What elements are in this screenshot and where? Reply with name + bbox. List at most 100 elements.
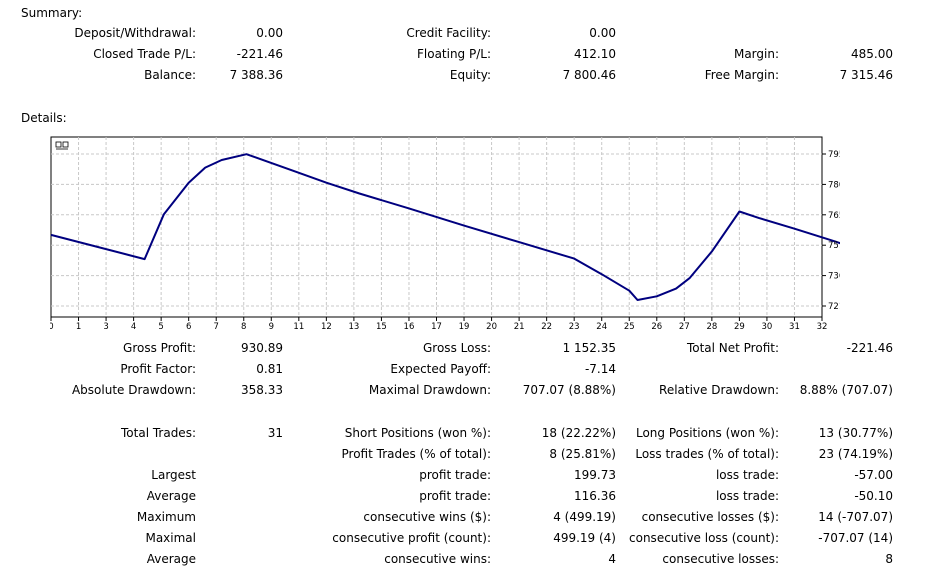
average-consecutive-wins-value: 4 <box>608 552 616 566</box>
maximal-loss-label: consecutive loss (count): <box>629 531 779 545</box>
x-tick-label: 30 <box>762 322 773 330</box>
average-loss-value: -50.10 <box>854 489 893 503</box>
free-margin-value: 7 315.46 <box>839 68 893 82</box>
x-tick-label: 5 <box>158 322 163 330</box>
maximum-wins-label: consecutive wins ($): <box>363 510 491 524</box>
balance-chart: 0 1 3 4 5 6 7 8 9 11 12 13 15 16 17 19 20 21 22 23 24 25 26 27 2… <box>50 136 840 330</box>
x-axis: 0 1 3 4 5 6 7 8 9 11 12 13 15 16 17 19 20 21 22 23 24 25 26 27 2… <box>50 317 827 330</box>
maximal-drawdown-value: 707.07 (8.88%) <box>522 383 616 397</box>
maximal-loss-value: -707.07 (14) <box>818 531 893 545</box>
largest-loss-value: -57.00 <box>854 468 893 482</box>
x-tick-label: 13 <box>348 322 359 330</box>
average-loss-label: loss trade: <box>715 489 779 503</box>
average-consecutive-losses-label: consecutive losses: <box>662 552 779 566</box>
maximal-label: Maximal <box>145 531 196 545</box>
balance-value: 7 388.36 <box>229 68 283 82</box>
equity-label: Equity: <box>449 68 491 82</box>
deposit-withdrawal-value: 0.00 <box>256 26 283 40</box>
x-tick-label: 3 <box>103 322 108 330</box>
gross-profit-label: Gross Profit: <box>123 341 196 355</box>
x-tick-label: 23 <box>569 322 580 330</box>
short-positions-label: Short Positions (won %): <box>344 426 491 440</box>
x-tick-label: 0 <box>50 322 54 330</box>
average-profit-label: profit trade: <box>419 489 491 503</box>
largest-label: Largest <box>151 468 196 482</box>
x-tick-label: 28 <box>706 322 717 330</box>
maximal-profit-value: 499.19 (4) <box>553 531 616 545</box>
x-tick-label: 15 <box>376 322 387 330</box>
x-tick-label: 11 <box>293 322 304 330</box>
x-tick-label: 22 <box>541 322 552 330</box>
x-tick-label: 16 <box>404 322 415 330</box>
x-tick-label: 20 <box>486 322 497 330</box>
y-tick-label: 7657 <box>828 211 840 221</box>
largest-profit-label: profit trade: <box>419 468 491 482</box>
total-net-profit-value: -221.46 <box>846 341 893 355</box>
relative-drawdown-label: Relative Drawdown: <box>659 383 779 397</box>
x-tick-label: 29 <box>734 322 745 330</box>
floating-pl-label: Floating P/L: <box>416 47 491 61</box>
closed-trade-pl-value: -221.46 <box>236 47 283 61</box>
largest-profit-value: 199.73 <box>574 468 616 482</box>
x-tick-label: 6 <box>186 322 191 330</box>
y-axis: 7951 7804 7657 7510 7363 7216 <box>822 150 840 312</box>
summary-heading: Summary: <box>21 6 83 20</box>
margin-value: 485.00 <box>851 47 893 61</box>
x-tick-label: 17 <box>431 322 442 330</box>
profit-factor-label: Profit Factor: <box>120 362 196 376</box>
absolute-drawdown-value: 358.33 <box>241 383 283 397</box>
x-tick-label: 21 <box>514 322 525 330</box>
x-tick-label: 19 <box>459 322 470 330</box>
x-tick-label: 32 <box>817 322 828 330</box>
y-tick-label: 7804 <box>828 180 840 190</box>
credit-facility-value: 0.00 <box>589 26 616 40</box>
average-profit-value: 116.36 <box>574 489 616 503</box>
profit-factor-value: 0.81 <box>256 362 283 376</box>
floating-pl-value: 412.10 <box>574 47 616 61</box>
closed-trade-pl-label: Closed Trade P/L: <box>93 47 196 61</box>
expected-payoff-value: -7.14 <box>584 362 616 376</box>
gross-profit-value: 930.89 <box>241 341 283 355</box>
maximal-profit-label: consecutive profit (count): <box>332 531 491 545</box>
balance-series-line <box>50 153 840 301</box>
free-margin-label: Free Margin: <box>704 68 779 82</box>
largest-loss-label: loss trade: <box>715 468 779 482</box>
average-consecutive-wins-label: consecutive wins: <box>384 552 491 566</box>
y-tick-label: 7363 <box>828 272 840 282</box>
x-tick-label: 26 <box>651 322 662 330</box>
x-tick-label: 25 <box>624 322 635 330</box>
x-tick-label: 31 <box>789 322 800 330</box>
credit-facility-label: Credit Facility: <box>406 26 491 40</box>
maximum-label: Maximum <box>136 510 196 524</box>
margin-label: Margin: <box>733 47 779 61</box>
maximum-wins-value: 4 (499.19) <box>553 510 616 524</box>
x-tick-label: 7 <box>214 322 219 330</box>
chart-corner-icon <box>55 141 69 150</box>
total-trades-label: Total Trades: <box>121 426 196 440</box>
balance-label: Balance: <box>144 68 196 82</box>
equity-value: 7 800.46 <box>562 68 616 82</box>
y-tick-label: 7216 <box>828 302 840 312</box>
x-tick-label: 9 <box>269 322 274 330</box>
average-consecutive-label: Average <box>146 552 196 566</box>
x-tick-label: 24 <box>596 322 607 330</box>
maximum-losses-value: 14 (-707.07) <box>818 510 893 524</box>
maximum-losses-label: consecutive losses ($): <box>641 510 779 524</box>
average-consecutive-losses-value: 8 <box>885 552 893 566</box>
short-positions-value: 18 (22.22%) <box>541 426 616 440</box>
gross-loss-label: Gross Loss: <box>423 341 491 355</box>
y-tick-label: 7951 <box>828 150 840 160</box>
profit-trades-value: 8 (25.81%) <box>549 447 616 461</box>
x-tick-label: 27 <box>679 322 690 330</box>
x-tick-label: 8 <box>241 322 246 330</box>
loss-trades-label: Loss trades (% of total): <box>635 447 779 461</box>
long-positions-label: Long Positions (won %): <box>635 426 779 440</box>
expected-payoff-label: Expected Payoff: <box>390 362 491 376</box>
x-tick-label: 1 <box>76 322 81 330</box>
total-net-profit-label: Total Net Profit: <box>686 341 779 355</box>
chart-lines <box>50 153 840 301</box>
deposit-withdrawal-label: Deposit/Withdrawal: <box>74 26 196 40</box>
details-heading: Details: <box>21 111 67 125</box>
long-positions-value: 13 (30.77%) <box>818 426 893 440</box>
x-tick-label: 4 <box>131 322 136 330</box>
